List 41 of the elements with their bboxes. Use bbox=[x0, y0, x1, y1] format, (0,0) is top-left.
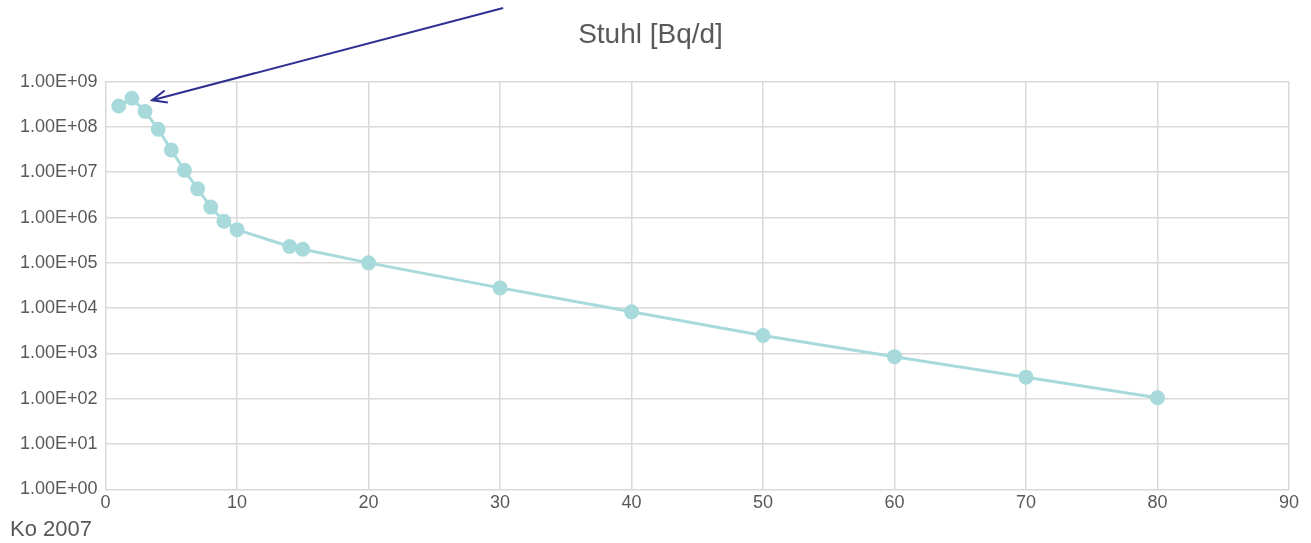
point bbox=[887, 349, 903, 365]
point bbox=[295, 241, 311, 257]
x-tick-label: 40 bbox=[621, 492, 642, 513]
y-tick-label: 1.00E+07 bbox=[19, 161, 98, 182]
x-tick-label: 90 bbox=[1278, 492, 1300, 513]
x-tick-label: 80 bbox=[1147, 492, 1168, 513]
point bbox=[361, 255, 377, 271]
point bbox=[124, 90, 140, 106]
point bbox=[282, 238, 298, 254]
point bbox=[229, 222, 245, 238]
point bbox=[111, 98, 127, 114]
x-tick-label: 30 bbox=[490, 492, 511, 513]
point bbox=[137, 103, 153, 119]
point bbox=[150, 121, 166, 137]
text: Ko 2007 bbox=[10, 516, 92, 542]
y-tick-label: 1.00E+03 bbox=[19, 342, 98, 363]
x-tick-label: 70 bbox=[1016, 492, 1037, 513]
point bbox=[755, 327, 771, 343]
y-tick-label: 1.00E+04 bbox=[19, 297, 98, 318]
point bbox=[1018, 369, 1034, 385]
point bbox=[176, 162, 192, 178]
y-tick-label: 1.00E+09 bbox=[19, 70, 98, 91]
x-tick-label: 60 bbox=[884, 492, 905, 513]
y-tick-label: 1.00E+05 bbox=[19, 251, 98, 272]
y-tick-label: 1.00E+00 bbox=[19, 478, 98, 499]
y-tick-label: 1.00E+02 bbox=[19, 387, 98, 408]
point bbox=[1150, 390, 1166, 406]
x-tick-label: 50 bbox=[753, 492, 774, 513]
y-tick-label: 1.00E+01 bbox=[19, 433, 98, 454]
point bbox=[163, 142, 179, 158]
chart-title: Stuhl [Bq/d] bbox=[578, 17, 723, 49]
point bbox=[624, 304, 640, 320]
point bbox=[216, 213, 232, 229]
point bbox=[492, 280, 508, 296]
x-tick-label: 10 bbox=[227, 492, 248, 513]
point bbox=[203, 199, 219, 215]
point bbox=[190, 181, 206, 197]
y-tick-label: 1.00E+08 bbox=[19, 115, 98, 136]
x-tick-label: 0 bbox=[100, 492, 111, 513]
x-tick-label: 20 bbox=[358, 492, 379, 513]
y-tick-label: 1.00E+06 bbox=[19, 206, 98, 227]
